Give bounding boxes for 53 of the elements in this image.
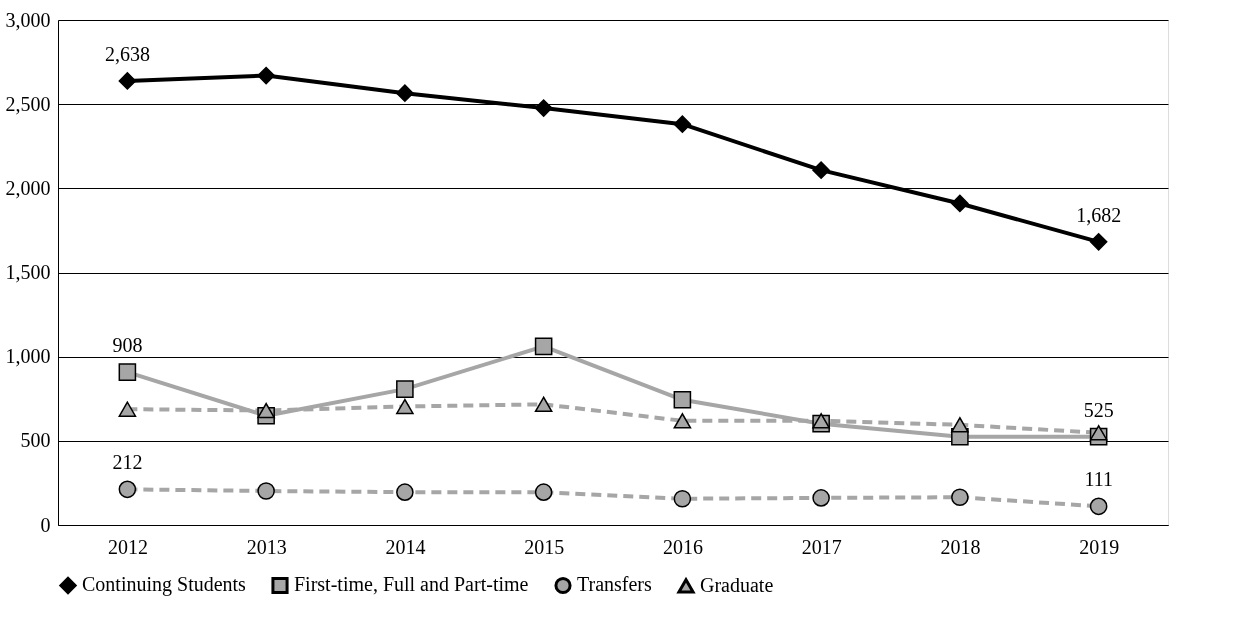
point <box>673 115 692 134</box>
point <box>257 402 275 419</box>
point <box>673 390 692 409</box>
point <box>1089 497 1108 516</box>
x-tick-label: 2019 <box>1079 535 1120 558</box>
point <box>534 337 553 356</box>
point <box>118 401 137 417</box>
point <box>812 413 830 429</box>
legend-label: First-time, Full and Part-time <box>294 573 529 596</box>
point <box>534 99 553 117</box>
point <box>673 489 692 508</box>
point <box>396 84 414 103</box>
point <box>118 72 137 90</box>
point <box>396 398 414 415</box>
legend-label: Transfers <box>577 573 653 596</box>
point <box>812 161 830 179</box>
point <box>118 363 137 381</box>
point <box>1089 233 1108 251</box>
point <box>118 480 137 499</box>
point <box>534 483 553 501</box>
point <box>534 396 553 413</box>
y-tick-label: 2,500 <box>5 92 51 115</box>
data-label: 2,638 <box>104 42 150 65</box>
data-label: 1,682 <box>1076 203 1122 226</box>
point <box>257 482 275 500</box>
y-tick-label: 500 <box>20 429 51 452</box>
point <box>951 488 969 507</box>
y-tick-label: 2,000 <box>5 176 51 199</box>
point <box>951 194 969 213</box>
point <box>812 489 830 507</box>
y-tick-label: 0 <box>40 513 51 536</box>
y-tick-label: 1,500 <box>5 261 51 283</box>
data-label: 525 <box>1083 398 1114 421</box>
point <box>396 483 414 501</box>
y-tick-label: 3,000 <box>5 8 51 31</box>
y-tick-label: 1,000 <box>5 345 51 368</box>
legend-label: Graduate <box>700 573 774 596</box>
data-label: 111 <box>1084 468 1113 491</box>
legend-label: Continuing Students <box>82 573 247 597</box>
point <box>257 66 275 85</box>
point <box>951 417 969 433</box>
point <box>396 380 414 398</box>
data-label: 212 <box>112 451 143 474</box>
x-tick-label: 2017 <box>801 535 842 558</box>
data-label: 908 <box>112 334 143 357</box>
x-tick-label: 2014 <box>385 535 426 558</box>
x-tick-label: 2015 <box>524 535 565 558</box>
point <box>1089 425 1108 441</box>
x-tick-label: 2013 <box>246 535 287 558</box>
x-tick-label: 2018 <box>940 535 981 558</box>
x-tick-label: 2012 <box>107 535 148 558</box>
x-tick-label: 2016 <box>662 535 703 558</box>
point <box>673 413 692 429</box>
